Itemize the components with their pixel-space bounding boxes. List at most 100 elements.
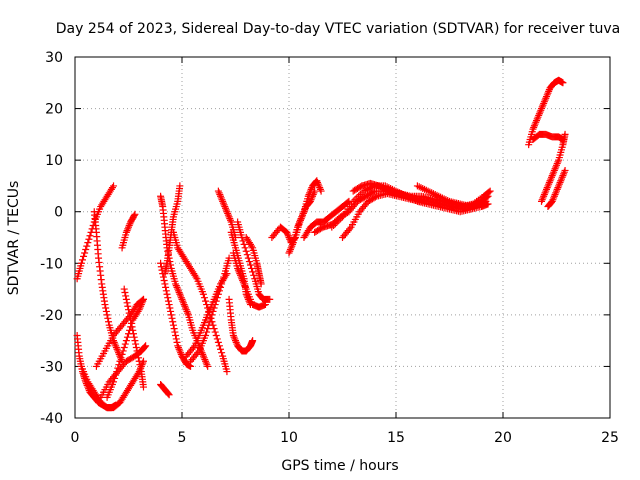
data-point (346, 225, 354, 233)
data-point (202, 331, 210, 339)
y-tick-label: -40 (40, 411, 63, 427)
data-point (284, 232, 292, 240)
data-point (553, 187, 560, 195)
data-point (157, 259, 165, 267)
data-point (164, 390, 172, 398)
data-point (125, 309, 133, 317)
data-point (236, 271, 244, 279)
data-point (164, 297, 172, 305)
data-point (310, 189, 318, 197)
x-tick-label: 0 (71, 430, 80, 446)
data-point (163, 290, 171, 298)
data-point (541, 189, 549, 197)
data-point (166, 304, 174, 312)
data-point (105, 318, 113, 326)
data-point (545, 180, 553, 188)
data-point (176, 290, 184, 298)
data-point (222, 206, 230, 214)
data-point (530, 123, 538, 131)
data-point (543, 93, 551, 101)
series-track-x (285, 187, 319, 257)
x-axis-title: GPS time / hours (281, 458, 398, 474)
data-point (244, 254, 252, 262)
data-point (219, 276, 227, 284)
data-point (130, 212, 138, 220)
data-point (205, 321, 213, 329)
plot-frame (74, 56, 611, 419)
data-point (137, 302, 145, 310)
data-point (126, 220, 134, 228)
data-point (200, 354, 208, 362)
data-point (296, 218, 304, 226)
data-point (127, 316, 135, 324)
data-point (115, 349, 123, 357)
data-point (226, 215, 234, 223)
data-point (135, 306, 143, 314)
data-point (545, 178, 553, 186)
data-point (175, 345, 183, 353)
data-point (530, 122, 538, 130)
data-point (482, 197, 490, 205)
series-track-g (103, 295, 147, 401)
data-point (538, 197, 546, 205)
data-point (138, 299, 146, 307)
data-point (295, 220, 303, 228)
data-point (178, 295, 186, 303)
data-point (167, 311, 175, 319)
data-point (532, 118, 540, 126)
data-point (248, 242, 256, 250)
data-point (541, 96, 549, 104)
data-point (538, 103, 546, 111)
data-point (242, 247, 250, 255)
series-track-b (90, 208, 126, 365)
data-point (161, 280, 169, 288)
data-point (173, 338, 181, 346)
data-point (214, 290, 222, 298)
data-point (536, 108, 544, 116)
data-point (224, 209, 232, 217)
data-point (133, 347, 141, 355)
data-point (311, 187, 319, 195)
data-point (294, 223, 302, 231)
series-track-l (169, 228, 231, 376)
data-point (85, 235, 93, 243)
data-point (170, 325, 178, 333)
data-point (116, 357, 124, 365)
data-point (552, 163, 560, 171)
data-point (120, 285, 128, 293)
data-point (550, 192, 558, 200)
data-point (121, 340, 129, 348)
data-point (168, 314, 176, 322)
data-point (248, 264, 256, 272)
data-point (189, 344, 197, 352)
data-point (535, 111, 543, 119)
data-point (111, 340, 119, 348)
data-point (316, 185, 324, 193)
data-point (102, 307, 110, 315)
data-point (122, 228, 130, 236)
data-point (127, 319, 135, 327)
data-point (261, 301, 269, 309)
series-track-v (242, 234, 265, 288)
data-point (213, 335, 221, 343)
data-point (557, 177, 565, 185)
data-point (313, 177, 321, 185)
data-point (315, 182, 323, 190)
data-point (231, 335, 239, 343)
data-point (172, 335, 180, 343)
data-point (183, 307, 191, 315)
data-point (229, 331, 237, 339)
data-point (112, 342, 120, 350)
series-track-p (157, 380, 173, 399)
data-point (552, 189, 560, 197)
data-point (174, 285, 182, 293)
data-point (216, 191, 224, 199)
data-point (553, 160, 561, 168)
data-point (554, 184, 562, 192)
data-point (559, 79, 567, 87)
data-point (344, 198, 352, 206)
data-point (165, 391, 173, 399)
data-point (141, 343, 149, 351)
data-point (177, 292, 185, 300)
